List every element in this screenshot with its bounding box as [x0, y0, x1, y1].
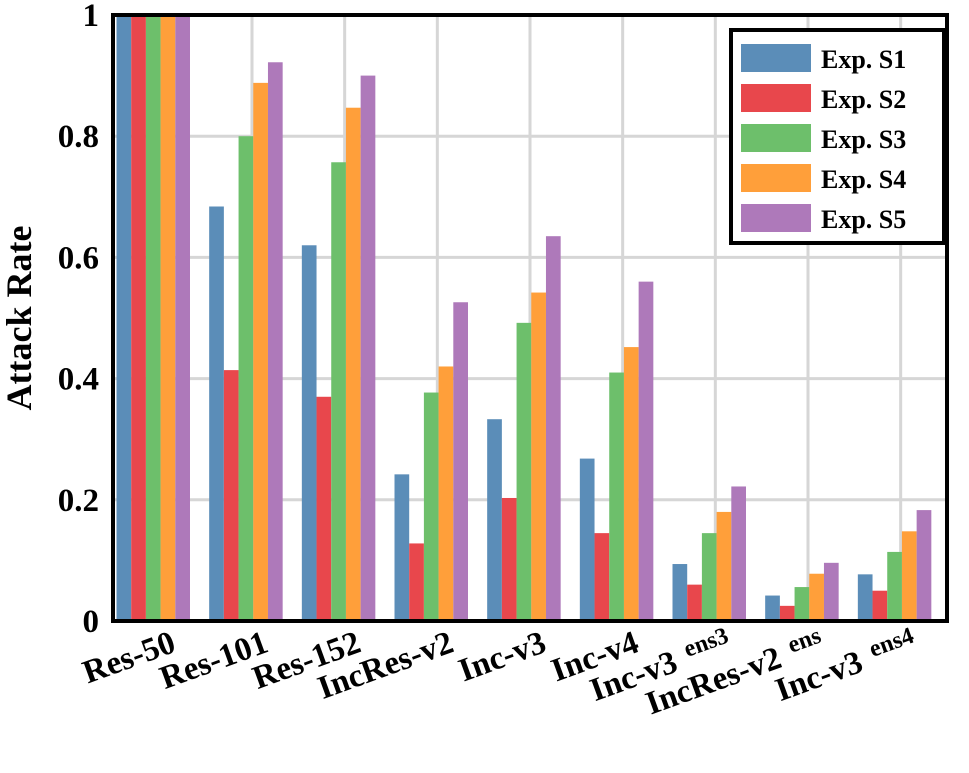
y-axis-title: Attack Rate	[0, 226, 39, 411]
bar	[857, 574, 873, 621]
legend-label: Exp. S1	[821, 45, 906, 74]
bar	[872, 590, 888, 621]
bar	[779, 605, 795, 621]
bar	[360, 75, 376, 622]
bar	[687, 584, 702, 621]
bar	[175, 15, 190, 621]
bar	[809, 573, 824, 621]
plot-frame	[111, 13, 949, 623]
bar	[145, 15, 161, 621]
bar	[331, 162, 346, 621]
bar	[453, 302, 468, 621]
bar	[701, 533, 717, 621]
legend-swatch	[741, 204, 811, 232]
legend: Exp. S1 Exp. S2 Exp. S3 Exp. S4 Exp. S5	[729, 28, 946, 245]
bar	[731, 486, 746, 621]
bar	[794, 587, 810, 621]
bar	[823, 562, 839, 621]
bar	[638, 281, 654, 621]
bar	[409, 543, 424, 621]
bar	[223, 370, 239, 621]
legend-label: Exp. S3	[821, 125, 906, 154]
bar	[423, 392, 439, 621]
bar	[487, 419, 502, 621]
bar	[209, 206, 224, 621]
bar	[594, 533, 610, 621]
bar	[131, 15, 146, 621]
bar	[916, 510, 932, 621]
bar	[253, 82, 268, 621]
legend-label: Exp. S4	[821, 165, 906, 194]
legend-swatch	[741, 164, 811, 192]
bar	[160, 15, 176, 621]
bar	[301, 245, 317, 621]
bar	[116, 15, 132, 621]
bar	[672, 564, 688, 621]
bar	[238, 136, 254, 621]
bar	[716, 511, 732, 621]
legend-label: Exp. S2	[821, 85, 906, 114]
y-tick-label: 0.4	[58, 362, 99, 398]
y-tick-label: 0.8	[58, 119, 99, 155]
y-tick-label: 1	[83, 0, 100, 34]
bar	[394, 474, 410, 621]
bar	[545, 236, 561, 621]
bar	[345, 107, 361, 621]
y-tick-label: 0.6	[58, 240, 99, 276]
bar	[516, 322, 532, 621]
bar	[267, 62, 283, 621]
bar	[501, 497, 517, 621]
bar	[609, 372, 624, 621]
bar	[531, 292, 546, 621]
x-tick-label: Inc-v3	[454, 625, 551, 690]
bars	[116, 15, 932, 622]
bar	[765, 595, 780, 621]
bar	[623, 347, 639, 621]
legend-swatch	[741, 84, 811, 112]
bar	[579, 458, 595, 621]
legend-swatch	[741, 124, 811, 152]
y-tick-label: 0.2	[58, 483, 99, 519]
bar	[316, 396, 332, 621]
legend-swatch	[741, 44, 811, 72]
y-tick-labels: 0 0.2 0.4 0.6 0.8 1	[58, 0, 99, 640]
x-tick-labels: Res-50Res-101Res-152IncRes-v2Inc-v3Inc-v…	[78, 623, 917, 722]
bar	[887, 551, 902, 621]
y-tick-label: 0	[83, 604, 100, 640]
bar	[438, 366, 454, 621]
bar	[901, 531, 917, 621]
legend-label: Exp. S5	[821, 205, 906, 234]
